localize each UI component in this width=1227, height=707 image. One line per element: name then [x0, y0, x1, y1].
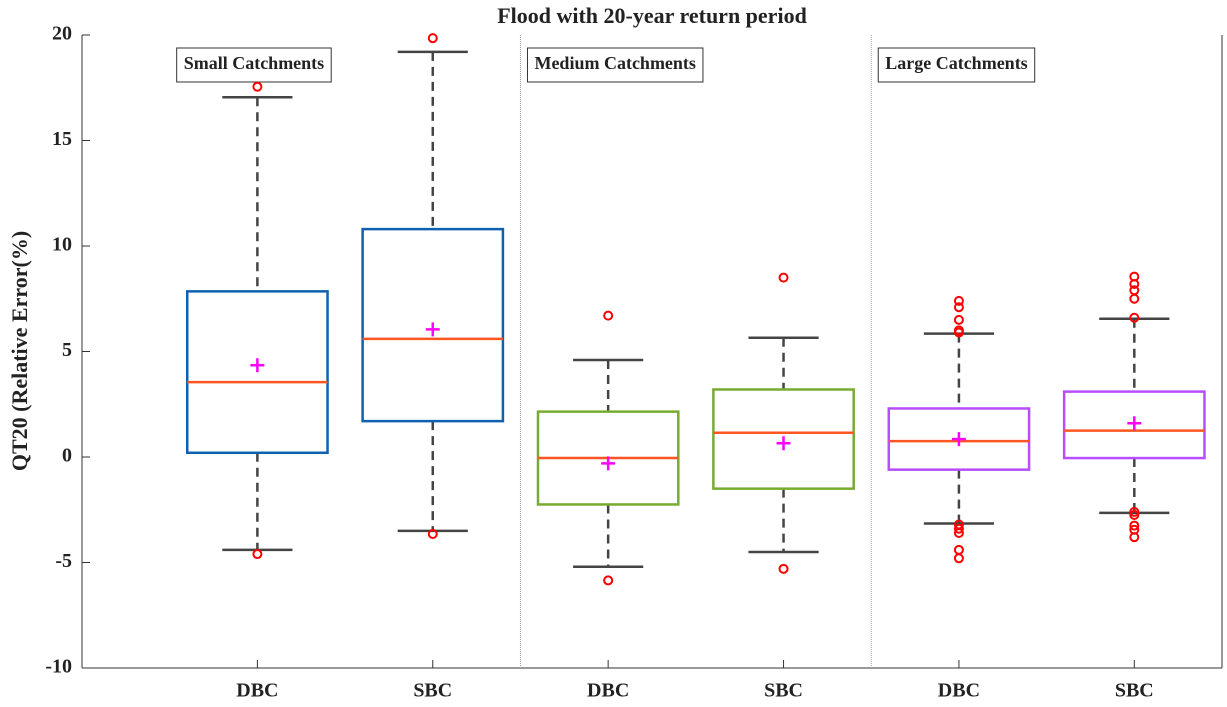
x-tick-label: DBC: [938, 680, 980, 702]
y-tick-label: 15: [52, 128, 72, 150]
mean-marker: [425, 322, 440, 337]
outlier: [1129, 293, 1140, 304]
y-tick-label: 5: [62, 339, 72, 361]
group-label: Small Catchments: [184, 53, 325, 73]
outlier: [603, 310, 614, 321]
y-tick-label: -5: [55, 550, 72, 572]
outlier: [1129, 532, 1140, 543]
box: [712, 388, 855, 490]
group-label: Large Catchments: [885, 53, 1027, 73]
mean-marker: [951, 432, 966, 447]
outlier: [953, 553, 964, 564]
outlier: [953, 523, 964, 534]
outlier: [953, 295, 964, 306]
x-tick-label: DBC: [236, 680, 278, 702]
y-tick-label: 10: [52, 234, 72, 256]
y-tick-label: 0: [62, 445, 72, 467]
outlier: [953, 302, 964, 313]
outlier: [1129, 312, 1140, 323]
outlier: [603, 575, 614, 586]
outlier: [778, 563, 789, 574]
outlier: [427, 529, 438, 540]
outlier: [1129, 520, 1140, 531]
chart-title: Flood with 20-year return period: [497, 3, 807, 28]
outlier: [778, 272, 789, 283]
mean-marker: [1127, 416, 1142, 431]
outlier: [252, 549, 263, 560]
outlier: [1129, 278, 1140, 289]
outlier: [1129, 506, 1140, 517]
box: [887, 407, 1031, 471]
x-tick-label: SBC: [413, 680, 452, 702]
outlier: [252, 81, 263, 92]
group-label: Medium Catchments: [534, 53, 695, 73]
outlier: [1129, 510, 1140, 521]
x-tick-label: DBC: [587, 680, 629, 702]
y-tick-label: 20: [52, 23, 72, 45]
mean-marker: [250, 358, 265, 373]
outlier: [953, 314, 964, 325]
x-tick-label: SBC: [1115, 680, 1154, 702]
outlier: [953, 327, 964, 338]
x-tick-label: SBC: [764, 680, 803, 702]
y-tick-label: -10: [45, 656, 72, 678]
y-axis-label: QT20 (Relative Error(%): [7, 231, 32, 471]
outlier: [427, 33, 438, 44]
box: [185, 290, 329, 455]
outlier: [953, 527, 964, 538]
mean-marker: [776, 436, 791, 451]
group-label-box: [526, 47, 704, 83]
group-label-box: [877, 47, 1036, 83]
box: [1062, 390, 1206, 460]
mean-marker: [601, 456, 616, 471]
outlier: [953, 544, 964, 555]
box: [361, 227, 505, 423]
group-label-box: [176, 47, 332, 83]
